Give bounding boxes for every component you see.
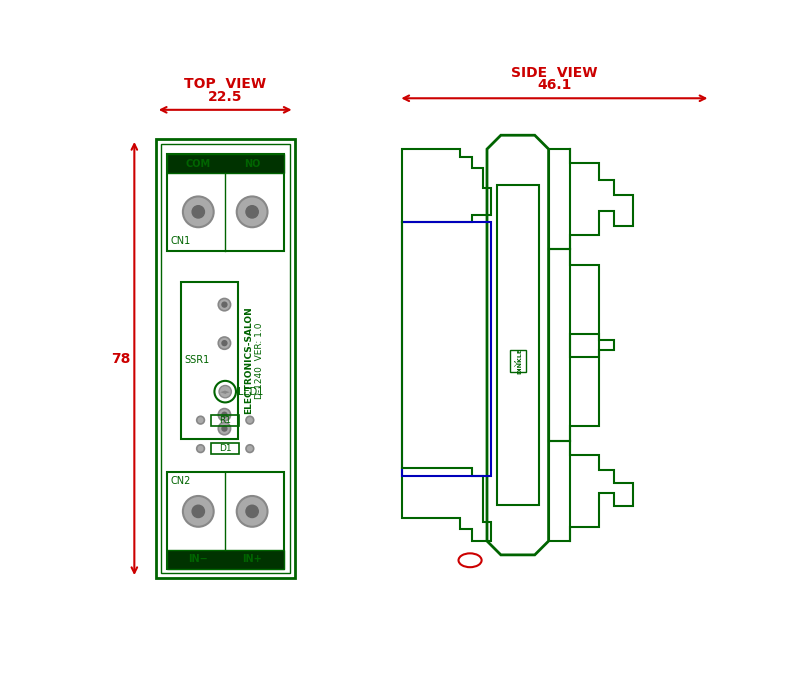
Text: IN+: IN+ (242, 555, 262, 565)
Circle shape (197, 416, 205, 424)
Bar (166, 155, 284, 173)
Text: R1: R1 (219, 415, 231, 424)
Circle shape (197, 445, 205, 452)
Text: NO: NO (244, 159, 260, 169)
Circle shape (218, 408, 230, 421)
Bar (510, 351, 526, 372)
Text: D1: D1 (219, 444, 231, 453)
Text: CN1: CN1 (170, 236, 190, 246)
Circle shape (192, 505, 205, 518)
Text: SIDE  VIEW: SIDE VIEW (511, 66, 598, 79)
Bar (161, 144, 290, 574)
Text: LED1: LED1 (238, 387, 263, 397)
Circle shape (246, 416, 254, 424)
Bar (156, 139, 294, 578)
Text: DINKLE: DINKLE (518, 348, 522, 374)
Circle shape (222, 341, 227, 346)
Text: CN2: CN2 (170, 476, 191, 487)
Circle shape (237, 197, 267, 227)
Circle shape (218, 337, 230, 349)
Bar (166, 550, 284, 569)
Bar (211, 443, 239, 454)
Text: ☇: ☇ (512, 357, 517, 365)
Circle shape (192, 206, 205, 218)
Circle shape (237, 496, 267, 527)
Circle shape (222, 426, 227, 431)
Bar (166, 155, 284, 251)
Circle shape (183, 496, 214, 527)
Circle shape (219, 385, 231, 398)
Circle shape (222, 413, 227, 418)
Circle shape (183, 197, 214, 227)
Text: SSR1: SSR1 (184, 355, 210, 365)
Bar (166, 473, 284, 569)
Text: 78: 78 (111, 351, 130, 365)
Circle shape (246, 445, 254, 452)
Bar (497, 185, 538, 505)
Text: ◄►: ◄► (220, 389, 230, 395)
Text: TOP  VIEW: TOP VIEW (184, 77, 266, 91)
Circle shape (218, 298, 230, 311)
Text: 46.1: 46.1 (537, 78, 571, 92)
Circle shape (246, 206, 258, 218)
Bar (402, 222, 491, 475)
Circle shape (218, 422, 230, 435)
Circle shape (246, 505, 258, 518)
Circle shape (222, 302, 227, 307)
Text: COM: COM (186, 159, 211, 169)
Text: IN−: IN− (189, 555, 208, 565)
Bar (181, 282, 238, 439)
Text: ELECTRONICS-SALON: ELECTRONICS-SALON (245, 307, 254, 414)
Bar (211, 415, 239, 426)
Text: 22.5: 22.5 (208, 90, 242, 104)
Text: D-1240  VER: 1.0: D-1240 VER: 1.0 (254, 322, 263, 399)
